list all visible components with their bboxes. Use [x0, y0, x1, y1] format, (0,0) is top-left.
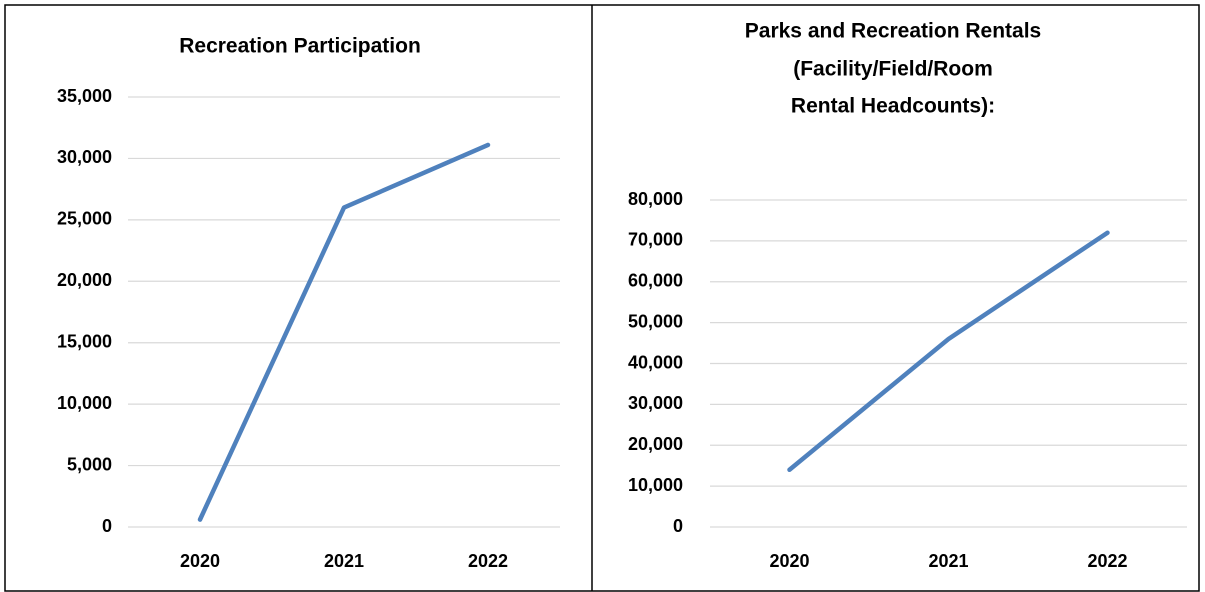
y-tick-label: 50,000 — [628, 311, 683, 331]
chart-title: Recreation Participation — [179, 35, 421, 58]
y-tick-label: 80,000 — [628, 189, 683, 209]
x-tick-label: 2022 — [1087, 551, 1127, 571]
y-tick-label: 40,000 — [628, 352, 683, 372]
x-tick-label: 2020 — [769, 551, 809, 571]
y-tick-label: 30,000 — [57, 147, 112, 167]
x-tick-label: 2022 — [468, 551, 508, 571]
y-tick-label: 0 — [102, 516, 112, 536]
chart-title: Parks and Recreation Rentals — [745, 20, 1041, 43]
x-tick-label: 2021 — [324, 551, 364, 571]
chart-title: Rental Headcounts): — [791, 95, 995, 118]
x-tick-label: 2021 — [928, 551, 968, 571]
y-tick-label: 60,000 — [628, 271, 683, 291]
chart-title: (Facility/Field/Room — [793, 58, 993, 81]
y-tick-label: 25,000 — [57, 209, 112, 229]
frame — [4, 4, 1200, 592]
y-tick-label: 0 — [673, 516, 683, 536]
y-tick-label: 35,000 — [57, 86, 112, 106]
line-series — [197, 142, 491, 522]
y-tick-label: 20,000 — [57, 270, 112, 290]
y-tick-label: 15,000 — [57, 331, 112, 351]
line-series — [787, 230, 1110, 473]
y-tick-label: 70,000 — [628, 230, 683, 250]
y-tick-label: 10,000 — [57, 393, 112, 413]
x-tick-label: 2020 — [180, 551, 220, 571]
y-tick-label: 5,000 — [67, 454, 112, 474]
y-tick-label: 20,000 — [628, 434, 683, 454]
y-tick-label: 10,000 — [628, 475, 683, 495]
y-tick-label: 30,000 — [628, 393, 683, 413]
